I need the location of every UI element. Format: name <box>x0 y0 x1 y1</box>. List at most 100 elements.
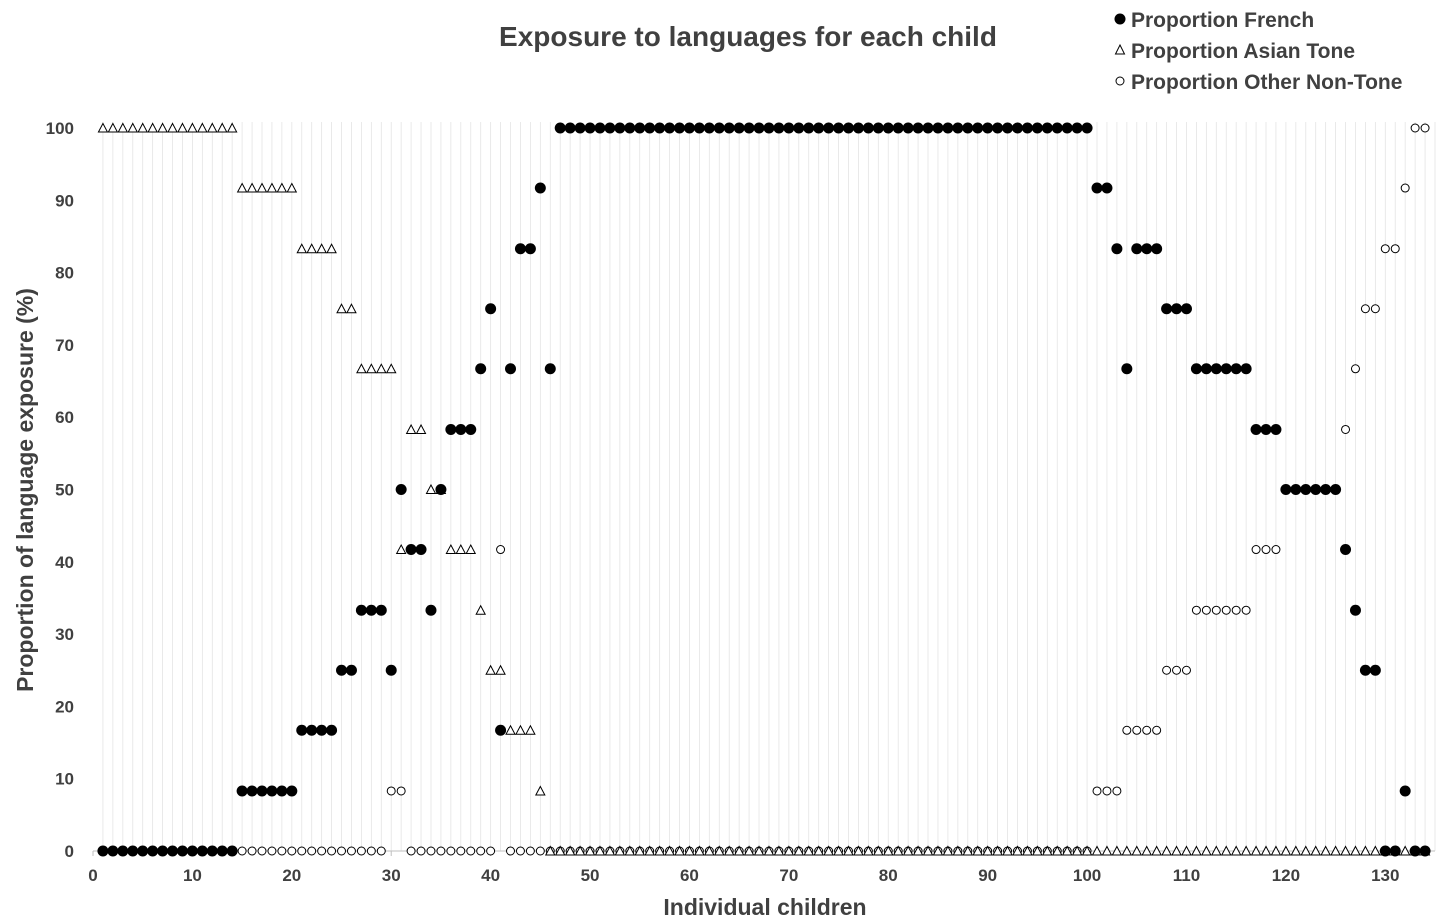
legend-marker-french <box>1114 13 1126 25</box>
point-french <box>902 122 914 134</box>
point-asian-tone <box>1399 845 1411 856</box>
point-asian-tone <box>843 845 854 856</box>
point-asian-tone <box>1290 845 1302 856</box>
point-asian-tone <box>942 845 954 856</box>
point-asian-tone <box>97 122 109 133</box>
point-other-non-tone <box>287 846 297 856</box>
point-french <box>1290 484 1302 495</box>
point-french <box>842 122 854 134</box>
legend-label-other-non-tone: Proportion Other Non-Tone <box>1131 71 1402 94</box>
point-other-non-tone <box>515 846 525 856</box>
point-french <box>196 845 208 857</box>
point-french <box>355 604 367 616</box>
point-asian-tone <box>445 543 457 555</box>
point-french <box>256 785 268 797</box>
point-french <box>1399 785 1411 797</box>
point-other-non-tone <box>1380 244 1390 254</box>
y-axis-title: Proportion of language exposure (%) <box>12 288 38 692</box>
x-tick-label: 120 <box>1272 866 1300 885</box>
point-french <box>932 122 944 134</box>
point-asian-tone <box>485 664 496 675</box>
point-french <box>445 423 457 435</box>
point-asian-tone <box>1141 845 1153 856</box>
series-filled-circle <box>97 122 1431 857</box>
legend-marker-other-non-tone <box>1115 76 1125 86</box>
point-asian-tone <box>256 182 268 193</box>
point-asian-tone <box>366 363 377 374</box>
point-asian-tone <box>1012 845 1023 856</box>
point-asian-tone <box>1250 845 1262 856</box>
point-asian-tone <box>982 845 993 856</box>
tick-labels: 0 10 20 30 40 50 60 70 80 90 100 110 120 130 0 10 20 30 40… <box>46 119 1400 885</box>
point-asian-tone <box>425 483 437 494</box>
y-tick-label: 50 <box>55 481 74 500</box>
point-french <box>703 122 715 134</box>
point-asian-tone <box>1111 845 1123 856</box>
y-tick-label: 100 <box>46 119 74 138</box>
point-french <box>534 182 546 194</box>
point-french <box>1051 122 1063 134</box>
point-french <box>922 122 934 134</box>
point-french <box>783 122 795 134</box>
point-other-non-tone <box>1420 123 1430 133</box>
point-french <box>803 122 815 134</box>
point-french <box>524 243 536 255</box>
point-asian-tone <box>346 303 357 314</box>
point-french <box>1021 122 1033 134</box>
point-asian-tone <box>1181 845 1192 856</box>
point-asian-tone <box>1161 845 1172 856</box>
point-asian-tone <box>863 845 874 856</box>
point-other-non-tone <box>486 846 496 856</box>
point-other-non-tone <box>466 846 476 856</box>
point-asian-tone <box>703 845 715 856</box>
point-french <box>1280 484 1292 495</box>
series-open-circle <box>98 123 1430 856</box>
point-asian-tone <box>276 182 288 193</box>
x-tick-label: 110 <box>1173 866 1200 885</box>
point-french <box>872 122 884 134</box>
point-asian-tone <box>296 243 308 254</box>
point-asian-tone <box>614 845 626 856</box>
point-other-non-tone <box>436 846 446 856</box>
point-asian-tone <box>1350 845 1361 856</box>
point-other-non-tone <box>525 846 535 856</box>
point-french <box>982 122 994 134</box>
point-asian-tone <box>1071 845 1083 856</box>
point-french <box>594 122 606 134</box>
point-asian-tone <box>137 122 149 133</box>
point-asian-tone <box>395 543 407 555</box>
point-asian-tone <box>902 845 914 856</box>
point-asian-tone <box>1032 845 1043 856</box>
point-asian-tone <box>226 122 238 133</box>
point-asian-tone <box>574 845 586 856</box>
point-asian-tone <box>962 845 974 856</box>
point-french <box>1061 122 1073 134</box>
point-other-non-tone <box>496 545 506 555</box>
point-asian-tone <box>535 785 546 796</box>
point-asian-tone <box>405 423 417 434</box>
point-french <box>693 122 705 134</box>
point-french <box>1002 122 1014 134</box>
point-french <box>336 664 348 676</box>
point-other-non-tone <box>1341 424 1351 434</box>
point-other-non-tone <box>1360 304 1370 314</box>
point-asian-tone <box>525 724 536 735</box>
point-french <box>127 845 139 857</box>
point-french <box>773 122 785 134</box>
point-other-non-tone <box>1261 545 1271 555</box>
point-asian-tone <box>813 845 825 856</box>
point-french <box>435 484 447 495</box>
point-asian-tone <box>1201 845 1212 856</box>
y-tick-label: 40 <box>55 553 74 572</box>
point-french <box>375 604 387 616</box>
chart-title: Exposure to languages for each child <box>499 21 997 52</box>
point-french <box>1240 363 1252 375</box>
point-other-non-tone <box>1092 786 1102 796</box>
point-asian-tone <box>1270 845 1282 856</box>
point-french <box>723 122 735 134</box>
point-french <box>892 122 904 134</box>
point-other-non-tone <box>1271 545 1281 555</box>
point-asian-tone <box>206 122 218 133</box>
point-french <box>1131 243 1143 255</box>
point-other-non-tone <box>277 846 287 856</box>
